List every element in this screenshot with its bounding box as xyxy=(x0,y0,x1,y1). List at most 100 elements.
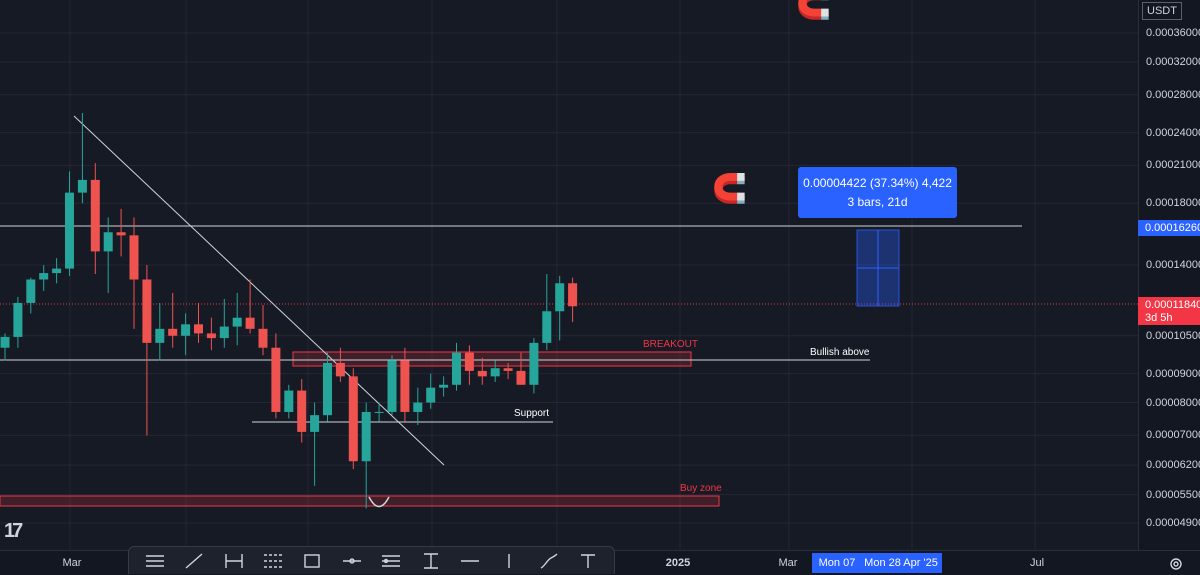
horizontal-line-icon[interactable] xyxy=(457,550,483,572)
trend-line-icon[interactable] xyxy=(181,550,207,572)
countdown-tag: 3d 5h xyxy=(1138,312,1200,325)
candle xyxy=(39,273,49,280)
time-tick-label: 2025 xyxy=(665,557,691,569)
candle xyxy=(232,317,242,327)
time-tick-label: Mar xyxy=(62,557,82,569)
text-icon[interactable] xyxy=(575,550,601,572)
measure-tooltip: 0.00004422 (37.34%) 4,422 3 bars, 21d xyxy=(798,167,957,218)
candle xyxy=(155,328,165,343)
price-tick-label: 0.00014000 xyxy=(1146,259,1200,272)
candle xyxy=(555,283,565,312)
buy-zone xyxy=(0,495,720,507)
target-price-tag: 0.00016260 xyxy=(1138,220,1200,236)
candle xyxy=(65,192,74,269)
candle xyxy=(477,370,487,377)
time-tick-label: Mar xyxy=(778,557,798,569)
tradingview-logo[interactable]: 17 xyxy=(4,520,23,542)
breakout-zone xyxy=(292,351,692,367)
time-tick-label: Jul xyxy=(1029,557,1045,569)
cursor-date-start: Mon 07 xyxy=(812,553,862,573)
price-axis[interactable]: 0.00036000 0.00032000 0.00028000 0.00024000… xyxy=(1138,0,1200,550)
candle xyxy=(529,342,539,385)
trend-line xyxy=(73,115,445,466)
candle xyxy=(181,324,191,336)
brush-icon[interactable] xyxy=(536,550,562,572)
candle xyxy=(26,279,36,303)
price-tick-label: 0.00007000 xyxy=(1146,429,1200,442)
candle xyxy=(206,333,216,339)
price-tick-label: 0.00028000 xyxy=(1146,88,1200,101)
long-position-icon[interactable] xyxy=(221,550,247,572)
bottom-marker xyxy=(368,496,390,508)
candle xyxy=(168,328,178,336)
candle xyxy=(103,232,113,252)
candle xyxy=(568,283,578,307)
candle xyxy=(374,411,384,413)
candle xyxy=(271,347,281,412)
price-tick-label: 0.00018000 xyxy=(1146,197,1200,210)
fib-channel-icon[interactable] xyxy=(260,550,286,572)
price-tick-label: 0.00008000 xyxy=(1146,396,1200,409)
current-price-tag: 0.00011840 xyxy=(1138,297,1200,313)
price-tick-label: 0.00006200 xyxy=(1146,459,1200,472)
price-range-icon[interactable] xyxy=(418,550,444,572)
price-tick-label: 0.00024000 xyxy=(1146,126,1200,139)
candle xyxy=(297,390,307,432)
magnet-icon: 🧲 xyxy=(796,0,831,20)
candle xyxy=(310,415,320,432)
bullish-label: Bullish above xyxy=(810,347,870,358)
candle xyxy=(516,370,526,385)
candle xyxy=(413,402,423,412)
candle xyxy=(0,336,10,348)
candle xyxy=(194,324,203,334)
horizontal-lines-icon[interactable] xyxy=(142,550,168,572)
measure-line-2: 3 bars, 21d xyxy=(847,195,908,209)
candle xyxy=(348,376,358,462)
candle xyxy=(129,235,139,280)
support-label: Support xyxy=(514,408,550,419)
horizontal-ray-icon[interactable] xyxy=(339,550,365,572)
candle xyxy=(77,179,87,193)
candle xyxy=(503,368,513,371)
magnet-icon: 🧲 xyxy=(712,173,747,204)
candle xyxy=(426,387,436,403)
price-tick-label: 0.00009000 xyxy=(1146,367,1200,380)
price-tick-label: 0.00010500 xyxy=(1146,329,1200,342)
candle xyxy=(387,360,397,412)
price-chart[interactable] xyxy=(0,0,1138,550)
price-tick-label: 0.00036000 xyxy=(1146,27,1200,39)
breakout-label: BREAKOUT xyxy=(643,339,699,350)
candle xyxy=(142,279,152,343)
buy-zone-label: Buy zone xyxy=(680,483,722,494)
price-tick-label: 0.00032000 xyxy=(1146,55,1200,68)
candle xyxy=(90,179,100,252)
currency-label[interactable]: USDT xyxy=(1142,2,1182,20)
candle xyxy=(284,390,294,412)
candle xyxy=(490,368,500,377)
candle xyxy=(439,384,449,388)
price-tick-label: 0.00005500 xyxy=(1146,488,1200,501)
settings-icon[interactable] xyxy=(1168,556,1184,572)
candle xyxy=(400,360,410,412)
candle xyxy=(335,362,345,377)
candle xyxy=(13,302,23,337)
candle xyxy=(219,326,229,339)
candle xyxy=(542,311,552,343)
candle xyxy=(452,352,461,385)
price-tick-label: 0.00004900 xyxy=(1146,517,1200,529)
candle xyxy=(464,352,474,371)
price-tick-label: 0.00021000 xyxy=(1146,159,1200,172)
rectangle-icon[interactable] xyxy=(299,550,325,572)
measure-line-1: 0.00004422 (37.34%) 4,422 xyxy=(803,176,952,190)
candle xyxy=(323,362,332,416)
candle xyxy=(361,411,371,462)
vertical-line-icon[interactable] xyxy=(496,550,522,572)
candle xyxy=(245,317,255,329)
candle xyxy=(258,328,268,348)
drawing-toolbar xyxy=(128,546,615,574)
date-range-icon[interactable] xyxy=(378,550,404,572)
cursor-date-end: Mon 28 Apr '25 xyxy=(860,553,942,573)
candle xyxy=(116,232,126,236)
candle xyxy=(52,268,62,274)
